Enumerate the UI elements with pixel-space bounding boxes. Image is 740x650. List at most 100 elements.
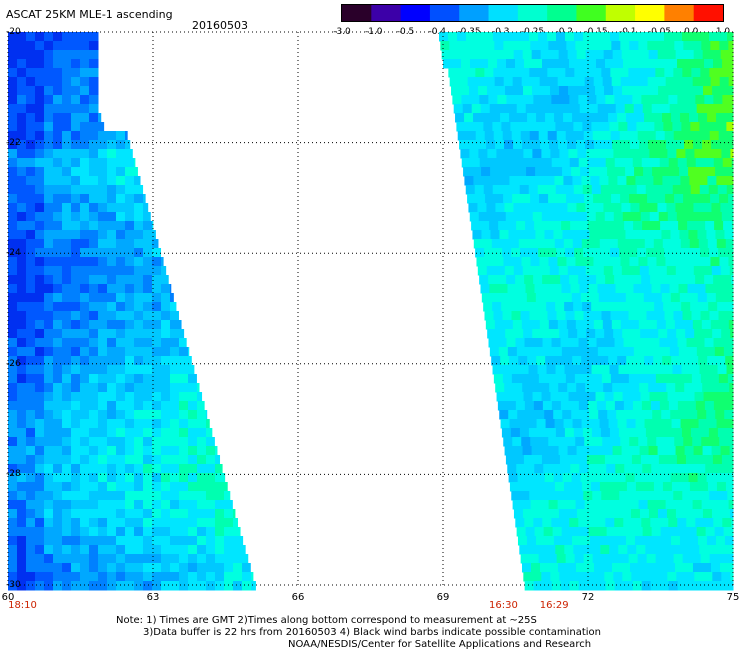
swath-cell	[499, 293, 510, 303]
swath-cell	[698, 482, 709, 492]
swath-cell	[71, 545, 81, 555]
swath-cell	[622, 392, 633, 402]
swath-cell	[161, 500, 171, 510]
swath-cell	[670, 230, 680, 240]
swath-cell	[107, 374, 117, 384]
swath-cell	[26, 338, 36, 348]
swath-cell	[604, 212, 615, 222]
swath-cell	[44, 383, 54, 393]
swath-cell	[62, 113, 72, 123]
swath-cell	[116, 437, 126, 447]
swath-cell	[690, 302, 700, 312]
swath-cell	[53, 383, 63, 393]
swath-cell	[675, 266, 686, 276]
swath-cell	[80, 338, 90, 348]
swath-cell	[8, 500, 18, 510]
swath-cell	[98, 302, 108, 312]
swath-cell	[633, 284, 643, 294]
swath-cell	[62, 473, 72, 483]
swath-cell	[134, 176, 141, 186]
swath-cell	[71, 482, 81, 492]
swath-cell	[17, 176, 27, 186]
swath-cell	[602, 500, 613, 510]
swath-cell	[17, 104, 27, 114]
swath-cell	[107, 554, 117, 564]
swath-cell	[461, 158, 472, 168]
swath-cell	[188, 428, 198, 438]
swath-cell	[523, 212, 534, 222]
swath-cell	[62, 293, 72, 303]
swath-cell	[632, 338, 643, 348]
swath-cell	[688, 167, 698, 177]
swath-cell	[44, 239, 54, 249]
swath-cell	[526, 167, 536, 177]
swath-cell	[152, 509, 162, 519]
swath-cell	[512, 500, 523, 510]
swath-cell	[53, 329, 63, 339]
swath-cell	[62, 581, 72, 591]
swath-cell	[633, 221, 643, 231]
swath-cell	[731, 275, 734, 285]
swath-cell	[496, 86, 506, 96]
swath-cell	[602, 320, 613, 330]
swath-cell	[685, 329, 695, 339]
swath-cell	[26, 59, 36, 69]
swath-cell	[670, 293, 681, 303]
swath-cell	[53, 176, 63, 186]
swath-cell	[519, 302, 529, 312]
swath-cell	[594, 383, 604, 393]
swath-cell	[494, 320, 505, 330]
swath-cell	[89, 176, 99, 186]
swath-cell	[80, 68, 90, 78]
swath-cell	[143, 230, 153, 240]
swath-cell	[483, 122, 493, 132]
swath-cell	[669, 527, 680, 537]
swath-cell	[467, 41, 477, 51]
swath-cell	[143, 194, 146, 204]
swath-cell	[152, 491, 162, 501]
swath-cell	[143, 509, 153, 519]
swath-cell	[206, 410, 208, 420]
swath-cell	[215, 509, 225, 519]
swath-cell	[71, 140, 81, 150]
swath-cell	[461, 59, 471, 69]
swath-cell	[720, 140, 730, 150]
swath-cell	[35, 149, 45, 159]
swath-cell	[44, 347, 54, 357]
swath-cell	[611, 320, 622, 330]
swath-cell	[464, 113, 474, 123]
swath-cell	[631, 212, 642, 222]
swath-cell	[664, 311, 674, 321]
swath-cell	[35, 527, 45, 537]
swath-cell	[620, 194, 630, 204]
swath-cell	[125, 455, 135, 465]
swath-cell	[651, 347, 662, 357]
swath-cell	[729, 266, 734, 276]
swath-cell	[714, 347, 725, 357]
swath-cell	[659, 401, 670, 411]
swath-cell	[143, 392, 153, 402]
swath-cell	[161, 347, 171, 357]
swath-cell	[161, 572, 171, 582]
swath-cell	[624, 464, 634, 474]
swath-cell	[721, 149, 731, 159]
swath-cell	[590, 113, 600, 123]
swath-cell	[661, 536, 672, 546]
swath-cell	[667, 149, 677, 159]
swath-cell	[17, 158, 27, 168]
swath-cell	[642, 527, 653, 537]
swath-cell	[691, 554, 702, 564]
swath-cell	[206, 428, 213, 438]
swath-cell	[125, 293, 135, 303]
swath-cell	[170, 392, 180, 402]
swath-cell	[62, 509, 72, 519]
swath-cell	[26, 239, 36, 249]
swath-cell	[503, 77, 514, 87]
swath-cell	[719, 194, 729, 204]
swath-cell	[731, 95, 734, 105]
swath-cell	[541, 329, 551, 339]
swath-cell	[527, 176, 537, 186]
swath-cell	[720, 509, 731, 519]
swath-cell	[17, 581, 27, 591]
swath-cell	[462, 104, 473, 114]
